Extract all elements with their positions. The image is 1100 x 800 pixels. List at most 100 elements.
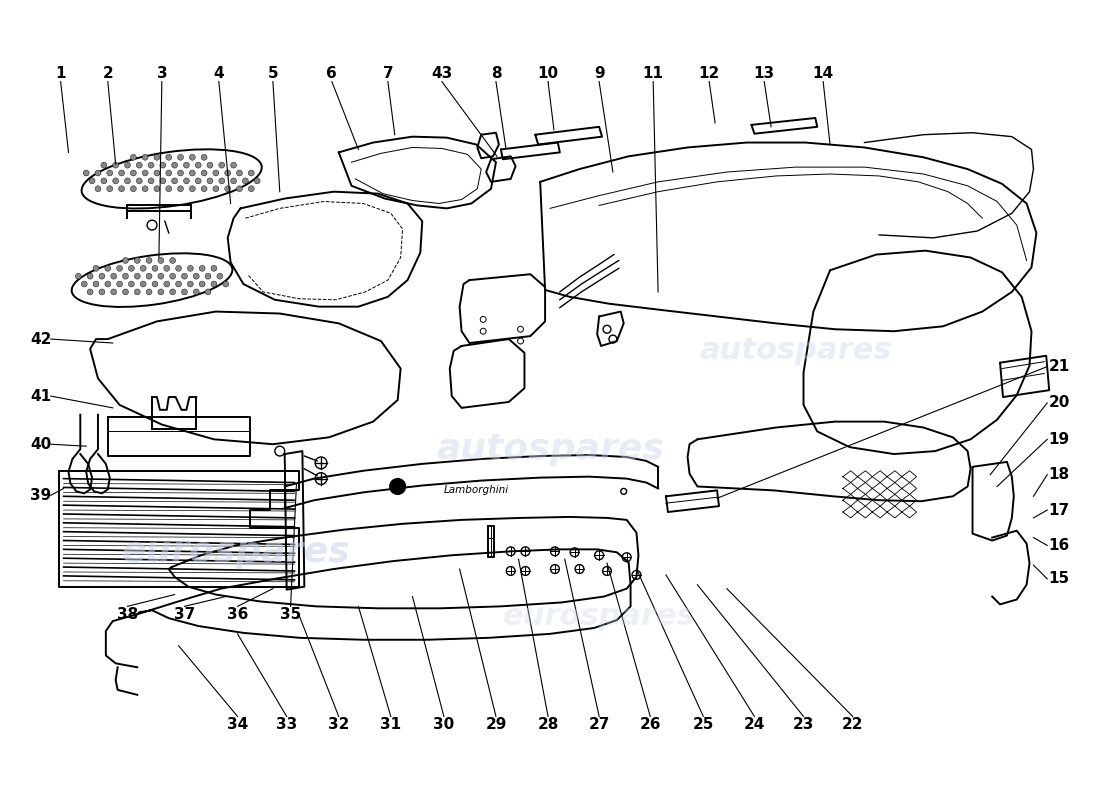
Circle shape [160, 178, 166, 184]
Text: eurospares: eurospares [503, 602, 695, 630]
Circle shape [249, 170, 254, 176]
Circle shape [148, 178, 154, 184]
Circle shape [134, 289, 140, 295]
Circle shape [164, 266, 169, 271]
Circle shape [158, 258, 164, 263]
Circle shape [94, 281, 99, 287]
Text: 16: 16 [1048, 538, 1069, 553]
Circle shape [199, 266, 205, 271]
Text: 31: 31 [381, 717, 402, 732]
Text: 3: 3 [156, 66, 167, 82]
Circle shape [148, 162, 154, 168]
Circle shape [184, 178, 189, 184]
Circle shape [194, 289, 199, 295]
Circle shape [201, 170, 207, 176]
Circle shape [119, 170, 124, 176]
Text: 37: 37 [174, 606, 195, 622]
Text: Lamborghini: Lamborghini [443, 486, 509, 495]
Circle shape [87, 274, 94, 279]
Circle shape [154, 186, 160, 192]
Circle shape [182, 289, 187, 295]
Circle shape [189, 186, 196, 192]
Circle shape [142, 170, 148, 176]
Circle shape [187, 266, 194, 271]
Circle shape [158, 274, 164, 279]
Circle shape [154, 154, 160, 160]
Text: 36: 36 [227, 606, 249, 622]
Circle shape [95, 170, 101, 176]
Text: 40: 40 [31, 437, 52, 452]
Circle shape [76, 274, 81, 279]
Circle shape [152, 266, 158, 271]
Text: 12: 12 [698, 66, 719, 82]
Circle shape [207, 178, 213, 184]
Circle shape [136, 162, 142, 168]
Text: 24: 24 [744, 717, 766, 732]
Text: 42: 42 [31, 331, 52, 346]
Text: 7: 7 [383, 66, 393, 82]
Circle shape [166, 170, 172, 176]
Circle shape [196, 178, 201, 184]
Circle shape [129, 266, 134, 271]
Circle shape [254, 178, 260, 184]
Text: 21: 21 [1048, 359, 1069, 374]
Circle shape [169, 274, 176, 279]
Circle shape [194, 274, 199, 279]
Text: 13: 13 [754, 66, 774, 82]
Circle shape [231, 178, 236, 184]
Circle shape [152, 281, 158, 287]
Text: 17: 17 [1048, 502, 1069, 518]
Circle shape [154, 170, 160, 176]
Circle shape [177, 170, 184, 176]
Circle shape [81, 281, 87, 287]
Circle shape [129, 281, 134, 287]
Text: 10: 10 [538, 66, 559, 82]
Circle shape [219, 162, 224, 168]
Circle shape [131, 170, 136, 176]
Text: 29: 29 [485, 717, 507, 732]
Circle shape [111, 274, 117, 279]
Text: eurospares: eurospares [121, 535, 350, 570]
Circle shape [201, 154, 207, 160]
Circle shape [122, 258, 129, 263]
Circle shape [166, 154, 172, 160]
Circle shape [95, 186, 101, 192]
Circle shape [104, 281, 111, 287]
Circle shape [213, 186, 219, 192]
Text: autospares: autospares [436, 432, 664, 466]
Text: 35: 35 [280, 606, 301, 622]
Circle shape [177, 186, 184, 192]
Circle shape [176, 281, 182, 287]
Circle shape [131, 186, 136, 192]
Circle shape [164, 281, 169, 287]
Circle shape [172, 162, 177, 168]
Circle shape [205, 274, 211, 279]
Circle shape [136, 178, 142, 184]
Circle shape [87, 289, 94, 295]
Circle shape [131, 154, 136, 160]
Circle shape [176, 266, 182, 271]
Circle shape [142, 154, 148, 160]
Circle shape [134, 274, 140, 279]
Circle shape [122, 274, 129, 279]
Text: 23: 23 [793, 717, 814, 732]
Text: 20: 20 [1048, 395, 1069, 410]
Circle shape [158, 289, 164, 295]
Circle shape [142, 186, 148, 192]
Circle shape [112, 178, 119, 184]
Circle shape [140, 281, 146, 287]
Text: 34: 34 [227, 717, 249, 732]
Circle shape [101, 162, 107, 168]
Circle shape [112, 162, 119, 168]
Text: 43: 43 [431, 66, 452, 82]
Text: 38: 38 [117, 606, 139, 622]
Text: 2: 2 [102, 66, 113, 82]
Circle shape [217, 274, 223, 279]
Circle shape [224, 186, 231, 192]
Circle shape [177, 154, 184, 160]
Circle shape [219, 178, 224, 184]
Circle shape [236, 186, 242, 192]
Text: 25: 25 [693, 717, 714, 732]
Circle shape [223, 281, 229, 287]
Circle shape [189, 170, 196, 176]
